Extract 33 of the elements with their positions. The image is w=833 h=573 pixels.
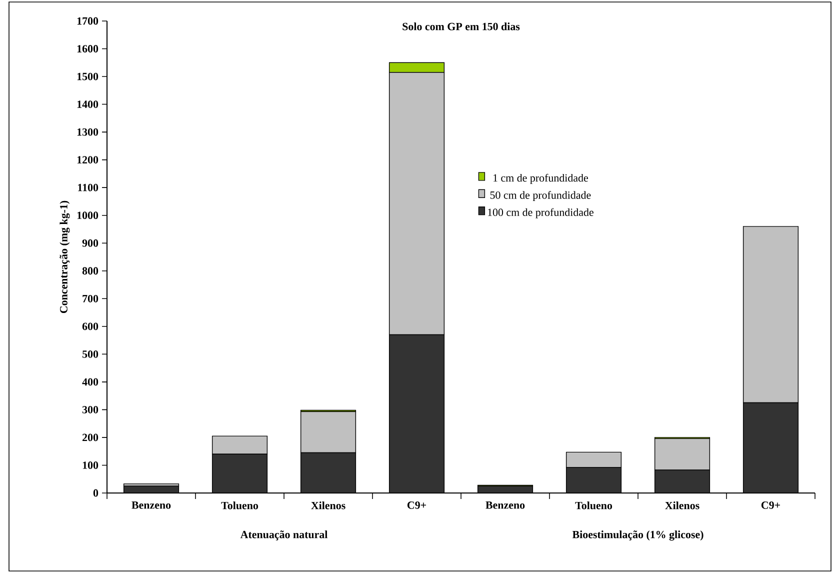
text: Atenuação natural xyxy=(240,530,328,540)
x-tick-label: Benzeno xyxy=(132,502,171,509)
y-tick-label: 700 xyxy=(82,294,98,302)
y-tick-label: 800 xyxy=(82,267,98,275)
legend-label: 100 cm de profundidade xyxy=(488,208,594,218)
y-axis-title: Concentração (mg kg-1) xyxy=(60,200,70,314)
x-tick-label: Benzeno xyxy=(486,502,525,509)
y-tick-label: 1300 xyxy=(77,128,98,136)
y-tick-label: 1400 xyxy=(77,100,98,108)
y-tick-label: 900 xyxy=(82,239,98,247)
x-tick-label: Xilenos xyxy=(665,502,700,510)
y-tick-label: 300 xyxy=(82,406,98,414)
y-tick-label: 1100 xyxy=(78,184,98,192)
y-tick-label: 1600 xyxy=(77,45,98,52)
y-tick-label: 200 xyxy=(82,434,98,442)
legend-label: 1 cm de profundidade xyxy=(493,174,588,184)
x-tick-label: C9+ xyxy=(761,502,780,509)
y-tick-label: 1000 xyxy=(77,212,98,220)
y-tick-label: 1500 xyxy=(77,72,98,80)
x-tick-label: Tolueno xyxy=(221,502,258,510)
y-tick-label: 400 xyxy=(82,378,98,386)
y-tick-label: 1200 xyxy=(77,156,98,164)
x-tick-label: C9+ xyxy=(407,502,426,509)
x-tick-label: Tolueno xyxy=(575,502,612,510)
y-tick-label: 100 xyxy=(82,462,98,469)
y-tick-label: 1700 xyxy=(77,17,98,25)
y-tick-label: 0 xyxy=(93,489,98,497)
x-tick-label: Xilenos xyxy=(311,502,346,510)
legend-label: 50 cm de profundidade xyxy=(490,191,591,202)
y-tick-label: 500 xyxy=(82,350,98,358)
y-tick-label: 600 xyxy=(82,322,98,330)
chart-title: Solo com GP em 150 dias xyxy=(402,22,520,30)
text: Bioestimulação (1% glicose) xyxy=(572,530,704,541)
